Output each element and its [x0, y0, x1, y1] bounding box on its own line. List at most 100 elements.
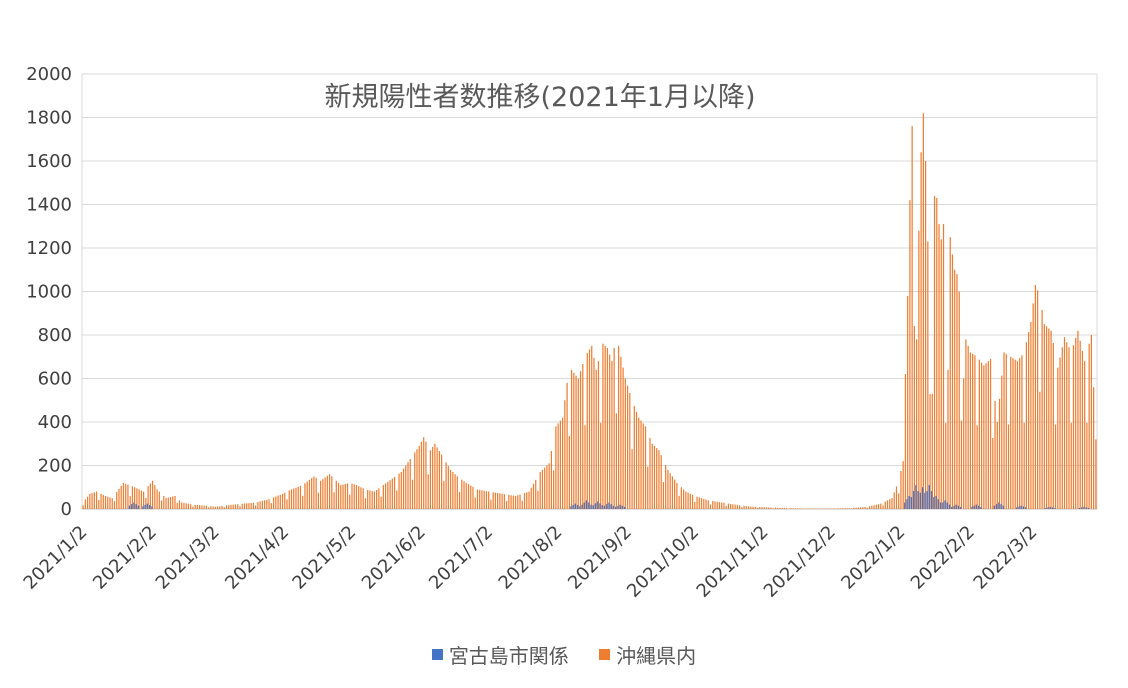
bar-okinawa	[676, 482, 678, 509]
bar-okinawa	[481, 490, 483, 509]
bar-okinawa	[924, 161, 927, 509]
bar-okinawa	[535, 479, 537, 509]
bar-okinawa	[595, 369, 597, 509]
bar-miyakojima	[906, 499, 908, 509]
bar-miyakojima	[603, 505, 606, 509]
bar-okinawa	[107, 496, 109, 509]
bar-miyakojima	[937, 499, 939, 509]
bar-okinawa	[194, 504, 196, 509]
x-tick-label: 2021/11/2	[693, 522, 773, 602]
bar-miyakojima	[581, 504, 583, 509]
bar-miyakojima	[608, 502, 610, 509]
bar-okinawa	[328, 474, 331, 509]
bar-okinawa	[667, 469, 669, 509]
bar-okinawa	[414, 452, 416, 509]
bar-okinawa	[895, 486, 898, 509]
bar-okinawa	[570, 369, 573, 509]
bar-okinawa	[174, 495, 176, 509]
bar-okinawa	[680, 487, 682, 509]
bar-miyakojima	[151, 506, 153, 509]
bar-okinawa	[1093, 387, 1095, 509]
bar-okinawa	[889, 499, 891, 509]
bar-okinawa	[839, 508, 842, 509]
y-tick-label: 800	[38, 325, 72, 346]
bar-okinawa	[640, 420, 642, 509]
bar-okinawa	[694, 501, 696, 509]
bar-okinawa	[279, 494, 281, 509]
bar-miyakojima	[574, 503, 576, 509]
bar-okinawa	[427, 474, 429, 509]
bar-okinawa	[1032, 303, 1034, 509]
bar-okinawa	[277, 495, 279, 509]
bar-okinawa	[432, 447, 434, 509]
bar-miyakojima	[601, 505, 603, 509]
bar-okinawa	[411, 479, 414, 509]
bar-miyakojima	[590, 504, 592, 509]
bar-miyakojima	[910, 497, 913, 509]
y-tick-label: 400	[38, 412, 72, 433]
bar-okinawa	[884, 501, 886, 509]
bar-miyakojima	[960, 506, 962, 509]
bar-okinawa	[730, 503, 732, 509]
bar-okinawa	[1068, 347, 1070, 509]
bar-okinawa	[954, 269, 956, 509]
bar-okinawa	[322, 479, 324, 509]
bar-miyakojima	[612, 505, 615, 509]
bar-okinawa	[369, 490, 371, 509]
legend-item-okinawa: 沖縄県内	[599, 640, 696, 669]
bar-okinawa	[653, 445, 656, 509]
bar-okinawa	[642, 423, 644, 509]
legend-label-miyakojima: 宮古島市関係	[448, 644, 569, 668]
bar-okinawa	[183, 502, 185, 509]
bar-okinawa	[497, 493, 499, 509]
bar-miyakojima	[944, 500, 946, 509]
bar-okinawa	[508, 494, 510, 509]
bar-okinawa	[1048, 328, 1050, 509]
bar-okinawa	[479, 489, 481, 509]
bar-okinawa	[604, 345, 606, 510]
bar-okinawa	[465, 482, 467, 509]
bar-okinawa	[1037, 290, 1039, 509]
bar-okinawa	[89, 493, 91, 509]
bar-miyakojima	[599, 503, 601, 509]
bar-miyakojima	[128, 505, 131, 509]
bar-okinawa	[747, 506, 750, 509]
x-tick-label: 2022/3/2	[970, 522, 1042, 594]
bar-miyakojima	[146, 503, 148, 509]
bar-miyakojima	[908, 495, 910, 509]
bar-okinawa	[207, 507, 210, 509]
bar-okinawa	[864, 506, 866, 509]
bar-okinawa	[801, 508, 803, 509]
x-tick-label: 2021/1/2	[20, 522, 92, 594]
bar-okinawa	[196, 505, 199, 509]
bar-okinawa	[629, 393, 631, 509]
bar-okinawa	[963, 378, 965, 509]
bar-okinawa	[539, 472, 541, 509]
bar-okinawa	[349, 494, 351, 509]
bar-okinawa	[216, 506, 219, 509]
bar-miyakojima	[621, 505, 623, 509]
bar-okinawa	[974, 355, 976, 509]
bar-miyakojima	[922, 487, 924, 509]
bar-okinawa	[669, 473, 671, 509]
bar-okinawa	[109, 497, 111, 509]
bar-okinawa	[786, 508, 788, 509]
bar-okinawa	[526, 492, 528, 509]
bar-okinawa	[907, 295, 909, 509]
bar-okinawa	[420, 441, 423, 509]
bar-okinawa	[402, 468, 405, 509]
legend-item-miyakojima: 宮古島市関係	[431, 640, 569, 669]
bar-okinawa	[436, 447, 438, 510]
bar-okinawa	[1077, 330, 1079, 509]
bar-miyakojima	[617, 505, 619, 509]
bar-okinawa	[255, 505, 257, 509]
bar-okinawa	[777, 507, 779, 509]
bar-okinawa	[562, 417, 564, 509]
bar-okinawa	[488, 491, 490, 509]
bar-okinawa	[566, 382, 568, 509]
bar-okinawa	[472, 486, 474, 509]
bar-miyakojima	[928, 485, 930, 509]
bar-okinawa	[86, 496, 89, 509]
bar-okinawa	[252, 502, 255, 509]
bar-okinawa	[425, 441, 427, 509]
